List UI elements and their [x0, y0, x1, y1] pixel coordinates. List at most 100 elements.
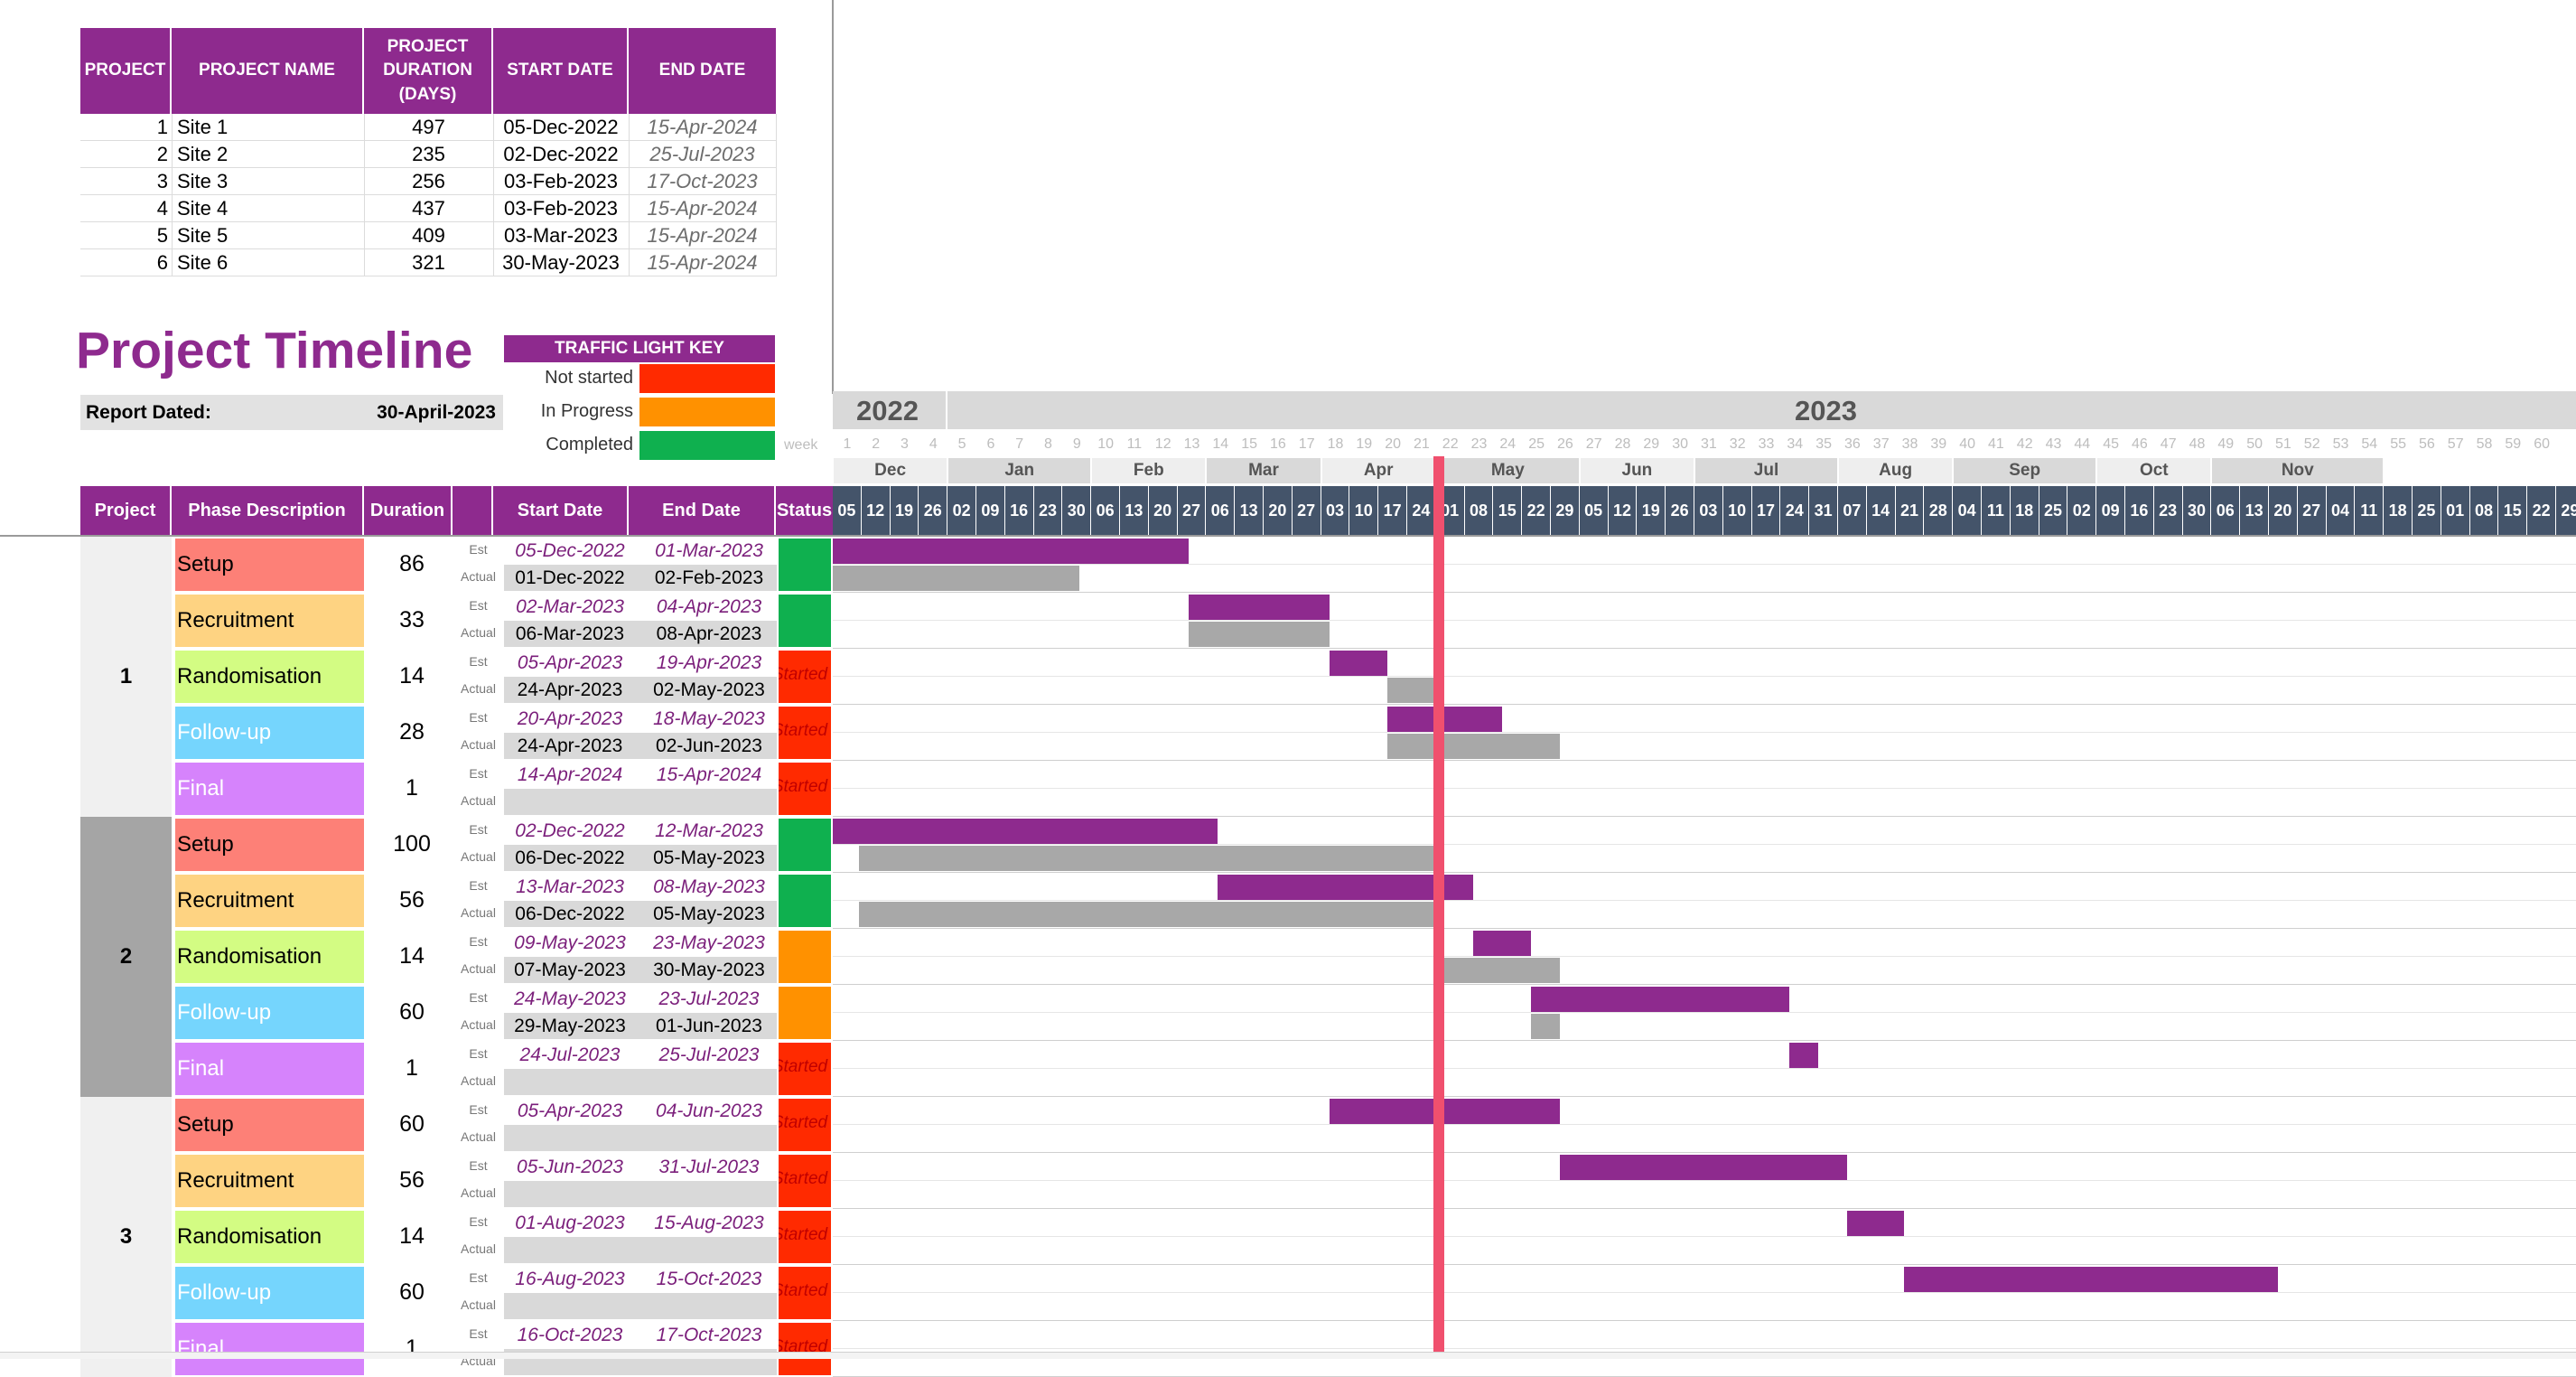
summary-col-divider [776, 114, 777, 141]
summary-col-divider [629, 249, 630, 276]
summary-col-divider [629, 168, 630, 195]
est-end-date: 23-Jul-2023 [658, 988, 760, 1009]
day-label: 27 [1292, 486, 1321, 535]
summary-start-date: 03-Feb-2023 [504, 197, 618, 220]
col-header-project-duration: PROJECT DURATION (DAYS) [364, 28, 493, 114]
phase-duration: 14 [399, 943, 425, 969]
est-end-date: 12-Mar-2023 [655, 820, 763, 841]
status-cell[interactable] [779, 931, 831, 983]
month-label: May [1436, 458, 1579, 483]
summary-col-divider [364, 222, 365, 249]
week-number: 42 [2016, 436, 2033, 452]
est-start-date: 02-Dec-2022 [515, 820, 625, 841]
actual-label: Actual [461, 849, 496, 864]
est-start-date: 01-Aug-2023 [515, 1213, 625, 1233]
timeline-gridline [833, 564, 2576, 565]
phase-duration: 56 [399, 1167, 425, 1193]
status-cell[interactable]: Not Started [779, 1099, 831, 1151]
phase-duration: 1 [406, 775, 418, 801]
month-label: Aug [1839, 458, 1953, 483]
est-label: Est [469, 1214, 488, 1229]
timeline-gridline [833, 704, 2576, 705]
summary-end-date: 15-Apr-2024 [647, 251, 758, 274]
week-number: 54 [2361, 436, 2378, 452]
phase-duration: 14 [399, 663, 425, 688]
actual-label: Actual [461, 1241, 496, 1256]
bottom-scroll-edge[interactable] [0, 1352, 2576, 1359]
status-cell[interactable]: Not Started [779, 1155, 831, 1207]
status-cell[interactable]: Not Started [779, 1211, 831, 1263]
status-cell[interactable]: Not Started [779, 1267, 831, 1319]
est-start-date: 05-Jun-2023 [517, 1157, 623, 1177]
status-overflow-text: Not Started [779, 1281, 828, 1300]
week-number: 22 [1442, 436, 1459, 452]
phase-cell [175, 1211, 364, 1263]
actual-start-date: 24-Apr-2023 [517, 735, 623, 756]
main-header: Project Phase Description Duration Start… [80, 486, 833, 535]
status-cell[interactable] [779, 875, 831, 927]
month-label: Jan [948, 458, 1091, 483]
day-label: 01 [2441, 486, 2469, 535]
day-label: 11 [1982, 486, 2010, 535]
status-overflow-text: Not Started [779, 1169, 828, 1188]
actual-bg [504, 733, 777, 759]
day-label: 03 [1694, 486, 1722, 535]
day-label: 09 [976, 486, 1004, 535]
phase-cell [175, 539, 364, 591]
week-number: 28 [1614, 436, 1631, 452]
estimate-bar [1330, 1099, 1560, 1124]
day-label: 24 [1407, 486, 1435, 535]
est-end-date: 19-Apr-2023 [656, 652, 762, 673]
phase-cell [175, 1099, 364, 1151]
status-cell[interactable]: Not Started [779, 763, 831, 815]
day-label: 26 [919, 486, 947, 535]
estimate-bar [1473, 931, 1531, 956]
status-cell[interactable] [779, 595, 831, 647]
summary-col-divider [172, 168, 173, 195]
est-start-date: 16-Oct-2023 [517, 1325, 623, 1345]
day-label: 22 [1522, 486, 1550, 535]
phase-cell [175, 763, 364, 815]
timeline-gridline [833, 844, 2576, 845]
estimate-bar [1846, 1211, 1905, 1236]
summary-col-divider [364, 141, 365, 168]
timeline-gridline [833, 1096, 2576, 1097]
timeline-gridline [833, 1320, 2576, 1321]
year-divider [946, 391, 947, 429]
summary-project-id: 5 [156, 224, 168, 247]
actual-bg [504, 1125, 777, 1151]
day-label: 23 [1033, 486, 1062, 535]
phase-cell [175, 1267, 364, 1319]
traffic-key-swatch [639, 364, 775, 393]
status-cell[interactable]: Not Started [779, 707, 831, 759]
phase-name: Setup [177, 832, 234, 857]
status-overflow-text: Not Started [779, 1057, 828, 1076]
actual-start-date: 06-Dec-2022 [515, 848, 625, 868]
phase-name: Final [177, 776, 225, 801]
week-number: 48 [2189, 436, 2206, 452]
week-number: 47 [2160, 436, 2177, 452]
phase-name: Setup [177, 1112, 234, 1137]
year-2023-label: 2023 [1795, 395, 1857, 426]
week-number: 26 [1557, 436, 1573, 452]
status-cell[interactable]: Not Started [779, 1323, 831, 1375]
est-label: Est [469, 1158, 488, 1173]
traffic-key-label: Not started [545, 368, 633, 388]
col-header-project-name: PROJECT NAME [172, 28, 364, 114]
col-header-project-main: Project [80, 486, 172, 535]
status-cell[interactable]: Not Started [779, 651, 831, 703]
phase-duration: 100 [393, 831, 431, 857]
status-cell[interactable]: Not Started [779, 1043, 831, 1095]
status-cell[interactable] [779, 987, 831, 1039]
actual-end-date: 30-May-2023 [653, 960, 765, 980]
status-cell[interactable] [779, 819, 831, 871]
col-header-start-date: START DATE [493, 28, 629, 114]
status-cell[interactable] [779, 539, 831, 591]
week-number: 33 [1758, 436, 1775, 452]
summary-duration: 256 [412, 170, 445, 192]
col-header-duration: Duration [364, 486, 453, 535]
est-end-date: 17-Oct-2023 [656, 1325, 762, 1345]
phase-cell [175, 707, 364, 759]
summary-end-date: 15-Apr-2024 [647, 197, 758, 220]
day-label: 21 [1895, 486, 1924, 535]
